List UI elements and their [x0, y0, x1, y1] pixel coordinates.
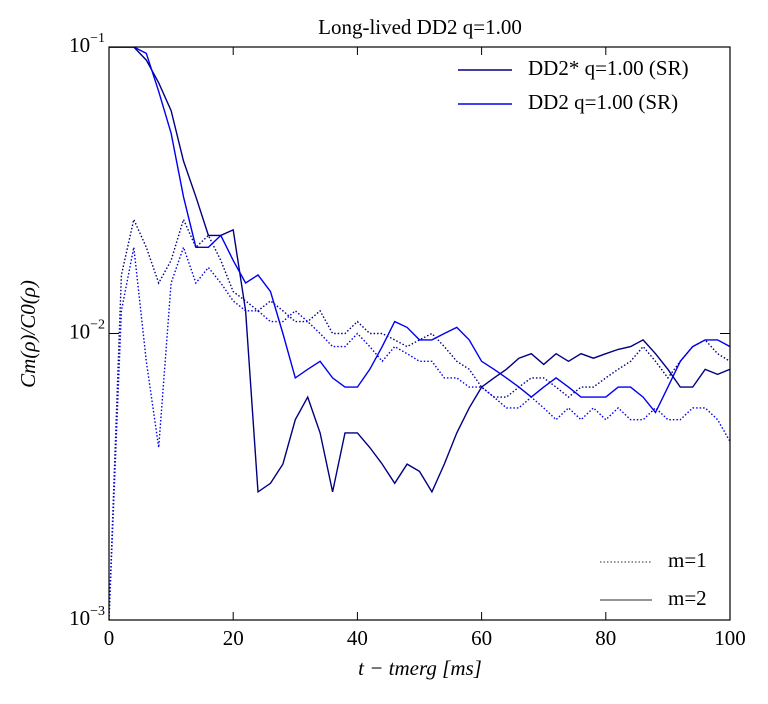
series-line — [109, 245, 730, 620]
x-tick-label: 40 — [347, 626, 368, 650]
legend-label: m=1 — [668, 548, 707, 572]
x-tick-label: 20 — [223, 626, 244, 650]
x-tick-label: 100 — [714, 626, 746, 650]
x-axis-label: t − tmerg [ms] — [358, 656, 482, 680]
y-tick-label: 10−2 — [69, 318, 105, 344]
x-tick-label: 80 — [595, 626, 616, 650]
series-line — [109, 47, 730, 494]
legend-label: DD2 q=1.00 (SR) — [528, 90, 678, 114]
y-axis-label: Cm(ρ)/C0(ρ) — [16, 280, 40, 388]
y-tick-label: 10−1 — [69, 31, 105, 57]
plot-lines — [109, 47, 730, 620]
plot-frame — [108, 46, 731, 621]
legend-label: DD2* q=1.00 (SR) — [528, 56, 689, 80]
legend-label: m=2 — [668, 586, 707, 610]
chart-title: Long-lived DD2 q=1.00 — [318, 15, 522, 39]
x-tick-label: 60 — [471, 626, 492, 650]
x-tick-label: 0 — [104, 626, 115, 650]
series-line — [109, 47, 730, 414]
y-tick-label: 10−3 — [69, 604, 105, 630]
